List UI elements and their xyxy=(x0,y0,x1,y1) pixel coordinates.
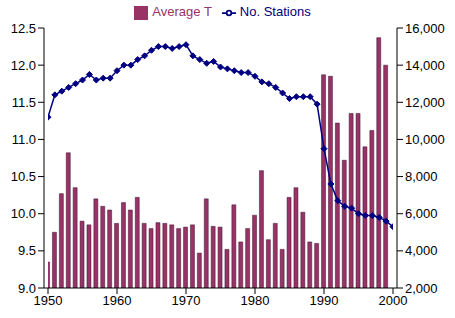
svg-text:12.5: 12.5 xyxy=(11,21,36,36)
svg-text:1990: 1990 xyxy=(310,293,339,308)
svg-text:6,000: 6,000 xyxy=(405,206,438,221)
svg-text:2000: 2000 xyxy=(379,293,408,308)
svg-text:10.0: 10.0 xyxy=(11,206,36,221)
svg-text:1960: 1960 xyxy=(103,293,132,308)
svg-text:14,000: 14,000 xyxy=(405,58,445,73)
svg-text:11.5: 11.5 xyxy=(12,95,36,110)
svg-text:2,000: 2,000 xyxy=(405,281,438,296)
svg-text:12,000: 12,000 xyxy=(405,95,445,110)
html-text:No. Stations: No. Stations xyxy=(239,4,311,19)
svg-text:1970: 1970 xyxy=(172,293,201,308)
svg-text:9.0: 9.0 xyxy=(18,281,36,296)
svg-text:9.5: 9.5 xyxy=(18,243,36,258)
svg-text:10.5: 10.5 xyxy=(11,169,36,184)
svg-text:1980: 1980 xyxy=(241,293,270,308)
svg-text:12.0: 12.0 xyxy=(11,58,36,73)
svg-text:1950: 1950 xyxy=(34,293,63,308)
svg-text:10,000: 10,000 xyxy=(405,132,445,147)
html-text:Average T: Average T xyxy=(152,4,212,19)
svg-text:4,000: 4,000 xyxy=(405,243,438,258)
svg-text:8,000: 8,000 xyxy=(405,169,438,184)
svg-text:16,000: 16,000 xyxy=(405,21,445,36)
svg-text:11.0: 11.0 xyxy=(12,132,36,147)
